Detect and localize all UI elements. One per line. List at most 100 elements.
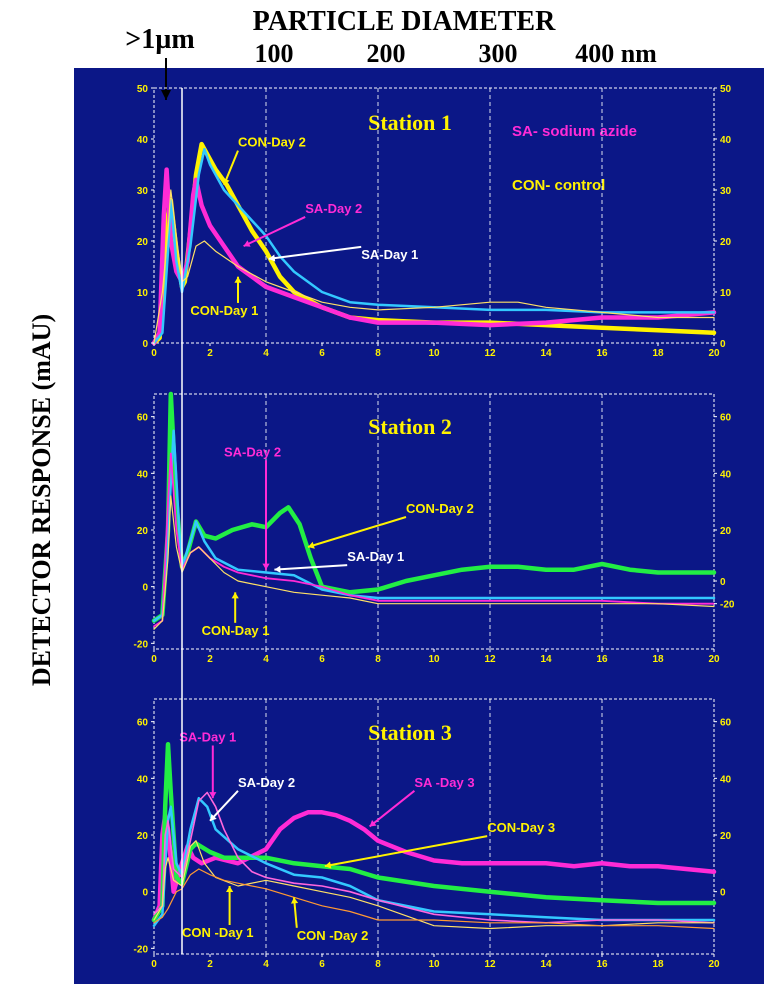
x-tick-label: 20: [708, 654, 720, 665]
annotation-pointer: [223, 150, 239, 186]
y-tick-label-right: 20: [720, 237, 732, 248]
x-tick-label: 6: [319, 348, 325, 359]
x-tick-label: 2: [207, 959, 213, 970]
series-annotation: SA-Day 1: [179, 730, 236, 745]
y-tick-label-left: 30: [137, 186, 149, 197]
x-tick-label: 12: [484, 654, 496, 665]
y-tick-label-left: -20: [134, 639, 149, 650]
y-tick-label-right: 10: [720, 288, 732, 299]
y-tick-label-left: 0: [142, 583, 148, 594]
y-tick-label-right: 20: [720, 526, 732, 537]
series-annotation: CON-Day 1: [202, 623, 270, 638]
x-tick-label: 6: [319, 654, 325, 665]
x-tick-label: 8: [375, 654, 381, 665]
series-line: [153, 189, 715, 344]
x-tick-label: 4: [263, 348, 269, 359]
series-annotation: SA-Day 2: [224, 444, 281, 459]
series-line: [153, 452, 715, 628]
y-tick-label-right: 40: [720, 774, 732, 785]
micron-arrowhead: [161, 90, 171, 100]
x-tick-label: 12: [484, 959, 496, 970]
x-tick-label: 6: [319, 959, 325, 970]
legend-note-sodium-azide: SA- sodium azide: [512, 123, 637, 140]
series-annotation: CON-Day 2: [238, 135, 306, 150]
top-diameter-tick: 300: [479, 39, 518, 68]
series-annotation: SA-Day 2: [305, 201, 362, 216]
y-tick-label-left: 60: [137, 718, 149, 729]
annotation-arrowhead: [262, 563, 270, 570]
series-line: [152, 796, 716, 927]
x-tick-label: 10: [428, 348, 440, 359]
series-line: [153, 840, 715, 930]
series-annotation: CON -Day 2: [297, 928, 369, 943]
y-tick-label-left: 20: [137, 237, 149, 248]
series-line: [152, 147, 716, 345]
panel-title: Station 2: [368, 414, 452, 439]
top-diameter-ticks: 100 200 300 400 nm: [255, 39, 658, 68]
series-line: [151, 167, 717, 346]
y-tick-label-right: 40: [720, 469, 732, 480]
y-tick-label-right: 60: [720, 718, 732, 729]
annotation-arrowhead: [234, 276, 242, 283]
x-tick-label: 10: [428, 654, 440, 665]
series-line: [153, 791, 715, 924]
y-tick-label-right: 30: [720, 186, 732, 197]
series-annotation: SA-Day 2: [238, 775, 295, 790]
top-diameter-tick: 200: [367, 39, 406, 68]
annotation-arrowhead: [324, 861, 332, 869]
annotation-arrowhead: [243, 240, 251, 247]
series-line: [153, 495, 715, 630]
y-tick-label-left: -20: [134, 944, 149, 955]
annotation-pointer: [209, 790, 239, 822]
panel-title: Station 1: [368, 110, 452, 135]
y-tick-label-left: 0: [142, 339, 148, 350]
y-tick-label-left: 60: [137, 413, 149, 424]
particle-diameter-title: PARTICLE DIAMETER: [253, 6, 556, 37]
annotation-pointer: [307, 516, 407, 548]
y-tick-label-right: 0: [720, 339, 726, 350]
x-tick-label: 2: [207, 654, 213, 665]
annotation-pointer: [274, 564, 348, 571]
x-tick-label: 18: [652, 654, 664, 665]
annotation-arrowhead: [274, 565, 281, 573]
y-tick-label-left: 50: [137, 84, 149, 95]
y-tick-label-left: 20: [137, 526, 149, 537]
annotation-arrowhead: [210, 813, 217, 821]
x-tick-label: 14: [540, 348, 552, 359]
annotation-arrowhead: [231, 592, 239, 599]
x-tick-label: 16: [596, 959, 608, 970]
y-tick-label-left: 40: [137, 774, 149, 785]
top-diameter-tick: 100: [255, 39, 294, 68]
series-annotation: CON-Day 3: [487, 820, 555, 835]
x-tick-label: 14: [540, 654, 552, 665]
top-diameter-tick: 400 nm: [575, 39, 657, 68]
annotation-pointer: [268, 245, 362, 260]
series-annotation: SA-Day 1: [347, 549, 404, 564]
y-tick-label-right: 20: [720, 831, 732, 842]
panel-station-1: Station 1 SA- sodium azide CON- control …: [137, 84, 732, 359]
x-tick-label: 20: [708, 348, 720, 359]
annotation-arrowhead: [222, 177, 230, 185]
annotation-arrowhead: [268, 254, 276, 262]
x-tick-label: 0: [151, 348, 157, 359]
annotation-arrowhead: [308, 541, 315, 549]
y-tick-label-right: 50: [720, 84, 732, 95]
series-annotation: SA-Day 1: [361, 247, 418, 262]
y-tick-label-right: 40: [720, 135, 732, 146]
x-tick-label: 16: [596, 348, 608, 359]
x-tick-label: 14: [540, 959, 552, 970]
x-tick-label: 4: [263, 959, 269, 970]
y-tick-label-left: 20: [137, 831, 149, 842]
y-axis-title: DETECTOR RESPONSE (mAU): [27, 314, 56, 686]
series-annotation: CON-Day 2: [406, 501, 474, 516]
annotation-pointer: [324, 835, 488, 868]
x-tick-label: 2: [207, 348, 213, 359]
y-tick-label-right: 0: [720, 888, 726, 899]
x-tick-label: 0: [151, 959, 157, 970]
y-tick-label-left: 10: [137, 288, 149, 299]
annotation-arrowhead: [209, 792, 217, 799]
y-tick-label-left: 40: [137, 469, 149, 480]
